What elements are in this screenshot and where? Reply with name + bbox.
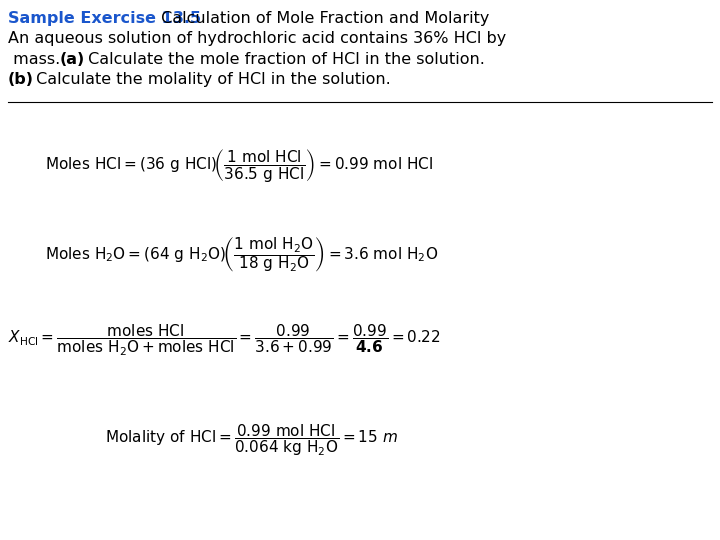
Text: mass.: mass. — [8, 52, 66, 67]
Text: (a): (a) — [60, 52, 85, 67]
Text: $\mathrm{Moles\ HCl} = (36\ \mathrm{g\ HCl})\!\left(\dfrac{\mathrm{1\ mol\ HCl}}: $\mathrm{Moles\ HCl} = (36\ \mathrm{g\ H… — [45, 146, 433, 184]
Text: (b): (b) — [8, 72, 34, 87]
Text: $X_{\mathrm{HCl}} = \dfrac{\mathrm{moles\ HCl}}{\mathrm{moles\ H_2O + moles\ HCl: $X_{\mathrm{HCl}} = \dfrac{\mathrm{moles… — [8, 322, 441, 357]
Text: Calculate the mole fraction of HCl in the solution.: Calculate the mole fraction of HCl in th… — [83, 52, 485, 67]
Text: An aqueous solution of hydrochloric acid contains 36% HCl by: An aqueous solution of hydrochloric acid… — [8, 31, 506, 46]
Text: Calculation of Mole Fraction and Molarity: Calculation of Mole Fraction and Molarit… — [156, 11, 490, 26]
Text: Sample Exercise 13.5: Sample Exercise 13.5 — [8, 11, 201, 26]
Text: Calculate the molality of HCl in the solution.: Calculate the molality of HCl in the sol… — [31, 72, 391, 87]
Text: $\mathrm{Moles\ H_2O} = (64\ \mathrm{g\ H_2O})\!\left(\dfrac{\mathrm{1\ mol\ H_2: $\mathrm{Moles\ H_2O} = (64\ \mathrm{g\ … — [45, 235, 438, 274]
Text: $\mathrm{Molality\ of\ HCl} = \dfrac{\mathrm{0.99\ mol\ HCl}}{\mathrm{0.064\ kg\: $\mathrm{Molality\ of\ HCl} = \dfrac{\ma… — [105, 422, 398, 458]
